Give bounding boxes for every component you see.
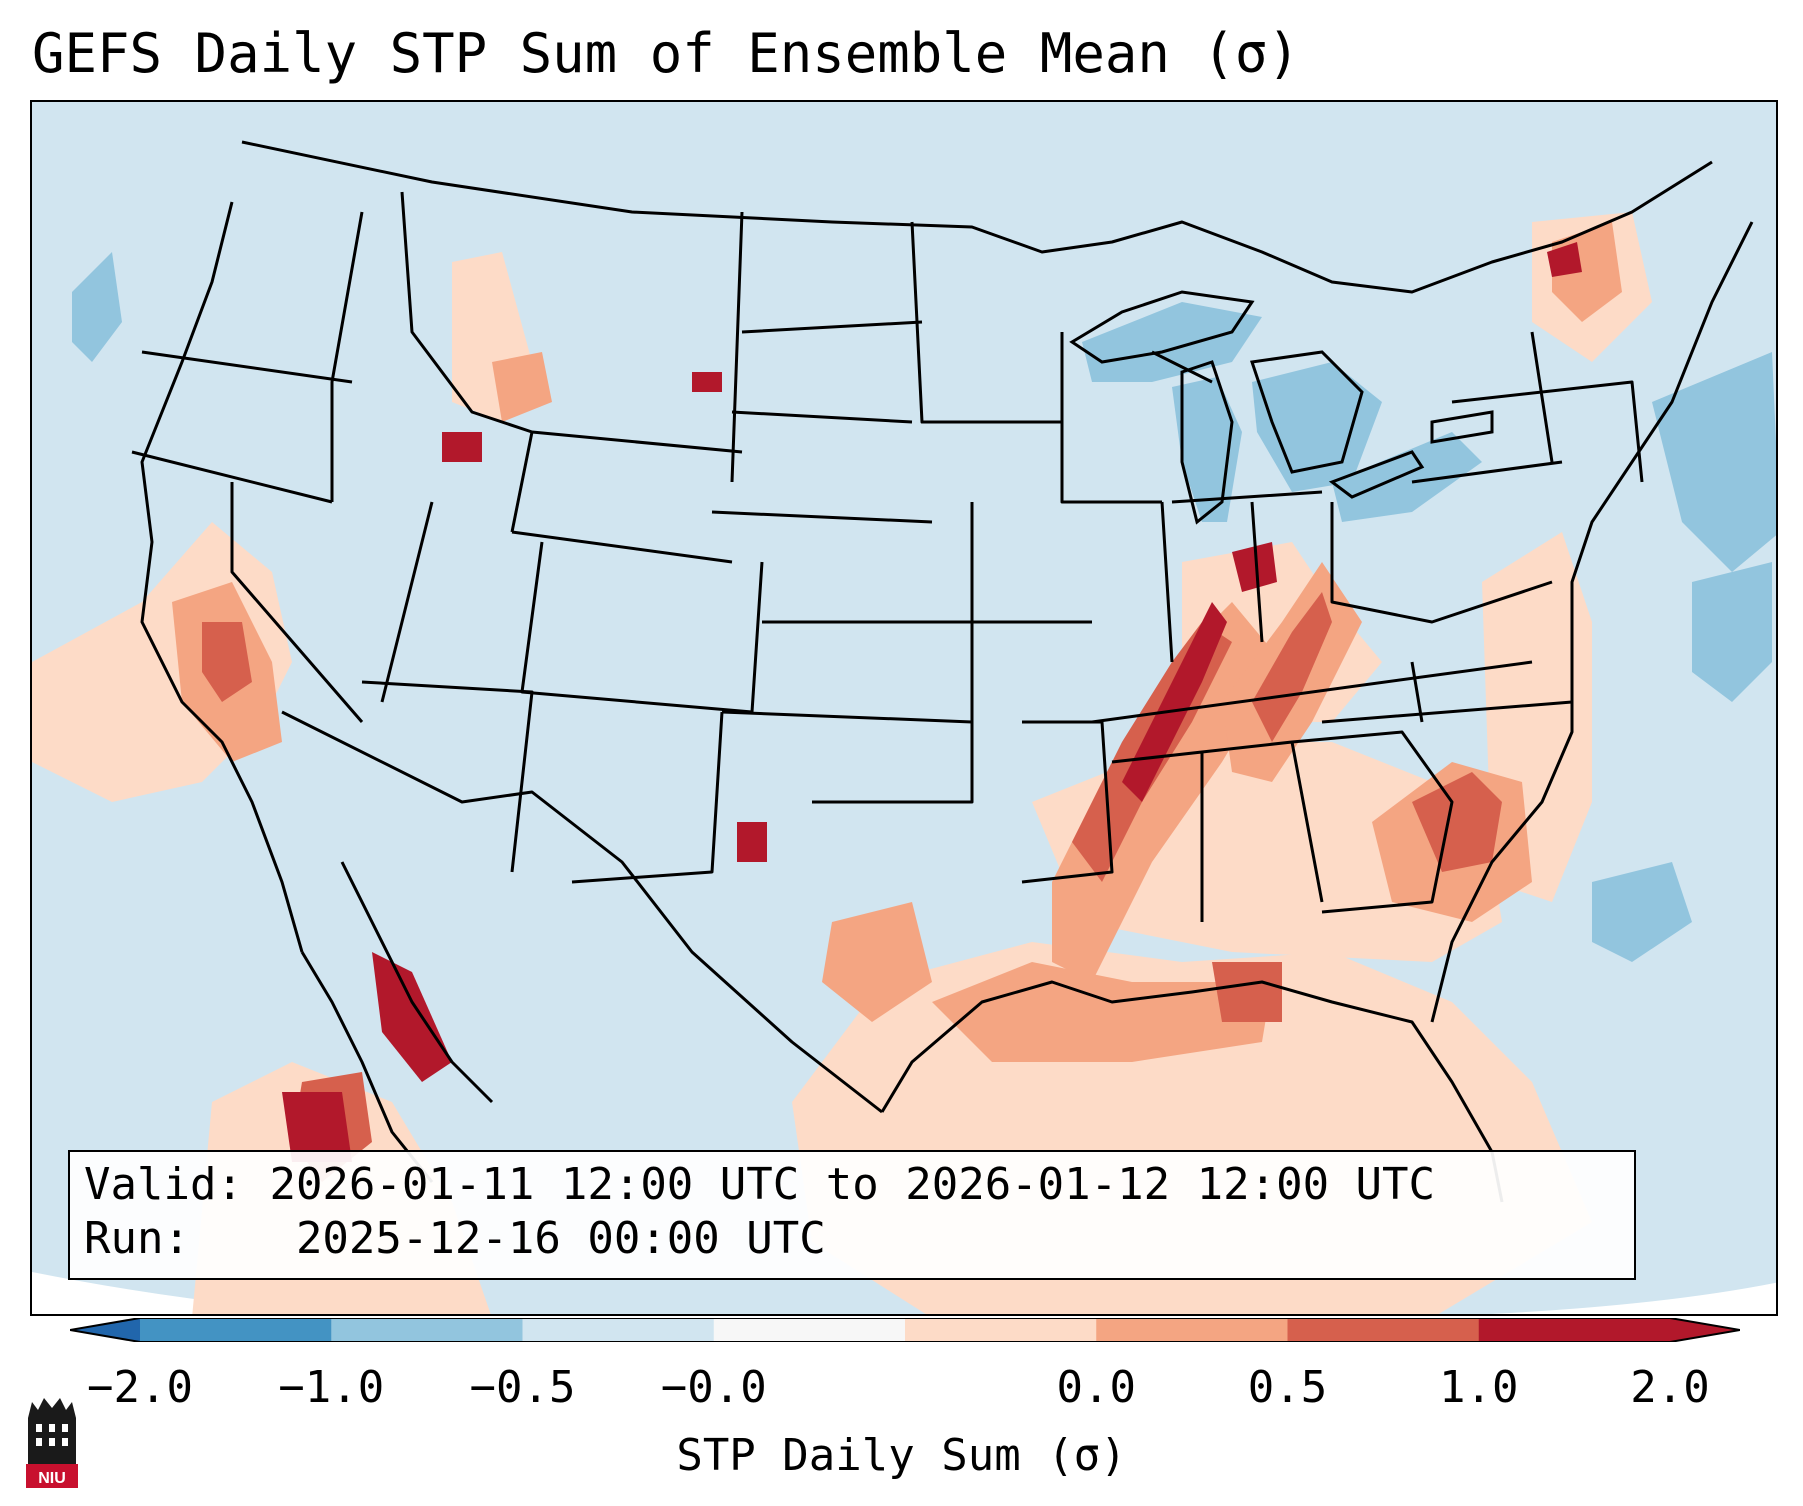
colorbar-segment [1096, 1318, 1288, 1342]
colorbar [70, 1318, 1740, 1342]
gulf-coast [880, 980, 1504, 1203]
border-nm-tx [571, 711, 724, 884]
positive-anomaly-extreme [282, 242, 1582, 1162]
indiana-extreme [1232, 542, 1277, 592]
border-mo [952, 502, 1092, 802]
border-nv-ut [380, 501, 434, 703]
colorbar-extend-high [1670, 1318, 1740, 1342]
colorbar-tick-label: 0.0 [1056, 1362, 1136, 1413]
pacific-nw-offshore [72, 252, 122, 362]
colorbar-tick-label: 1.0 [1439, 1362, 1519, 1413]
colorbar-segment [331, 1318, 523, 1342]
border-or-ca [131, 450, 333, 504]
colorbar-tick-label: 0.5 [1247, 1362, 1328, 1413]
run-value: 2025-12-16 00:00 UTC [295, 1213, 826, 1264]
logo-windows [36, 1424, 68, 1446]
logo-red-band [26, 1464, 78, 1488]
border-va-nc [1321, 661, 1573, 724]
stp-map [32, 140, 1776, 1314]
great-lakes [1069, 290, 1494, 525]
border-dakotas [730, 211, 923, 483]
gulf-of-california [340, 861, 494, 1104]
logo-text: NIU [38, 1470, 66, 1487]
valid-label: Valid: [84, 1159, 243, 1210]
lake-ontario [1430, 410, 1494, 444]
page-title: GEFS Daily STP Sum of Ensemble Mean (σ) [32, 22, 1300, 85]
texas-medium [822, 902, 932, 1022]
border-ga-fl [1291, 730, 1454, 914]
california-strong [202, 622, 252, 702]
carolinas-strong [1412, 772, 1502, 872]
niu-logo: NIU [26, 1398, 78, 1488]
border-co [520, 541, 764, 714]
lake-michigan [1180, 360, 1234, 525]
atlantic-offshore-south [1692, 562, 1772, 702]
colorbar-segment [1287, 1318, 1480, 1342]
border-mn-ia [910, 221, 1062, 424]
lake-superior [1069, 290, 1255, 364]
border-wy-south [511, 530, 733, 564]
mexico-west-extreme [282, 1092, 352, 1162]
mississippi-extreme [1122, 602, 1227, 802]
maritimes-extreme [1547, 242, 1582, 277]
colorbar-tick-label: −1.0 [278, 1362, 385, 1413]
colorbar-tick-label: −0.0 [660, 1362, 767, 1413]
lake-erie-ontario-area [1332, 432, 1482, 522]
domain-edge-right [1490, 1282, 1776, 1314]
border-ok-tx [721, 710, 974, 804]
atlantic-offshore-area [1652, 352, 1776, 572]
border-id-mt [400, 191, 533, 434]
colorbar-tick-label: −0.5 [469, 1362, 576, 1413]
baja-coast [300, 951, 434, 1183]
nebraska-extreme [692, 372, 722, 392]
idaho-extreme [442, 432, 482, 462]
run-label: Run: [84, 1213, 190, 1264]
border-wi-mi [1060, 332, 1213, 504]
lake-huron-area [1252, 362, 1382, 492]
border-az-nm [361, 680, 534, 873]
border-ny-ne [1451, 331, 1644, 483]
mississippi-medium [1052, 602, 1282, 982]
lake-huron [1250, 350, 1364, 474]
texas-extreme [737, 822, 767, 862]
map-panel [30, 100, 1778, 1316]
us-west-coast [140, 201, 304, 953]
border-ca-nv [230, 482, 364, 723]
gulf-strong [1212, 962, 1282, 1022]
negative-anomaly-areas [72, 252, 1776, 962]
border-wa-or [141, 350, 353, 384]
border-wy-west [510, 431, 534, 533]
atlantic-bermuda-area [1592, 862, 1692, 962]
valid-value: 2026-01-11 12:00 UTC to 2026-01-12 12:00… [269, 1159, 1436, 1210]
colorbar-label: STP Daily Sum (σ) [676, 1430, 1127, 1481]
colorbar-segment [1478, 1318, 1671, 1342]
lake-superior-area [1082, 302, 1262, 382]
colorbar-segment [905, 1318, 1097, 1342]
ohio-band-strong [1252, 592, 1332, 742]
border-or-id [330, 211, 364, 502]
colorbar-segment [522, 1318, 715, 1342]
colorbar-tick-label: 2.0 [1630, 1362, 1710, 1413]
border-tn-ky [1091, 660, 1533, 724]
border-oh-pa [1330, 460, 1563, 624]
boundaries [131, 140, 1754, 1203]
idaho-medium [492, 352, 552, 422]
colorbar-segment [140, 1318, 332, 1342]
colorbar-segment [713, 1318, 906, 1342]
border-wy-north [531, 430, 743, 454]
border-ar-la [1021, 720, 1114, 884]
colorbar-extend-low [70, 1318, 140, 1342]
colorbar-tick-label: −2.0 [87, 1362, 193, 1413]
atlantic-coast [1430, 221, 1754, 1023]
domain-edge-left [32, 1272, 339, 1314]
mexico-border [281, 710, 883, 1114]
border-il-in [1160, 490, 1323, 663]
border-ne-ks [711, 510, 972, 624]
valid-run-info-box: Valid: 2026-01-11 12:00 UTC to 2026-01-1… [68, 1150, 1636, 1280]
canada-border [241, 140, 1713, 294]
gulf-medium [932, 962, 1272, 1062]
baja-extreme [372, 952, 452, 1082]
lake-erie [1328, 450, 1425, 499]
